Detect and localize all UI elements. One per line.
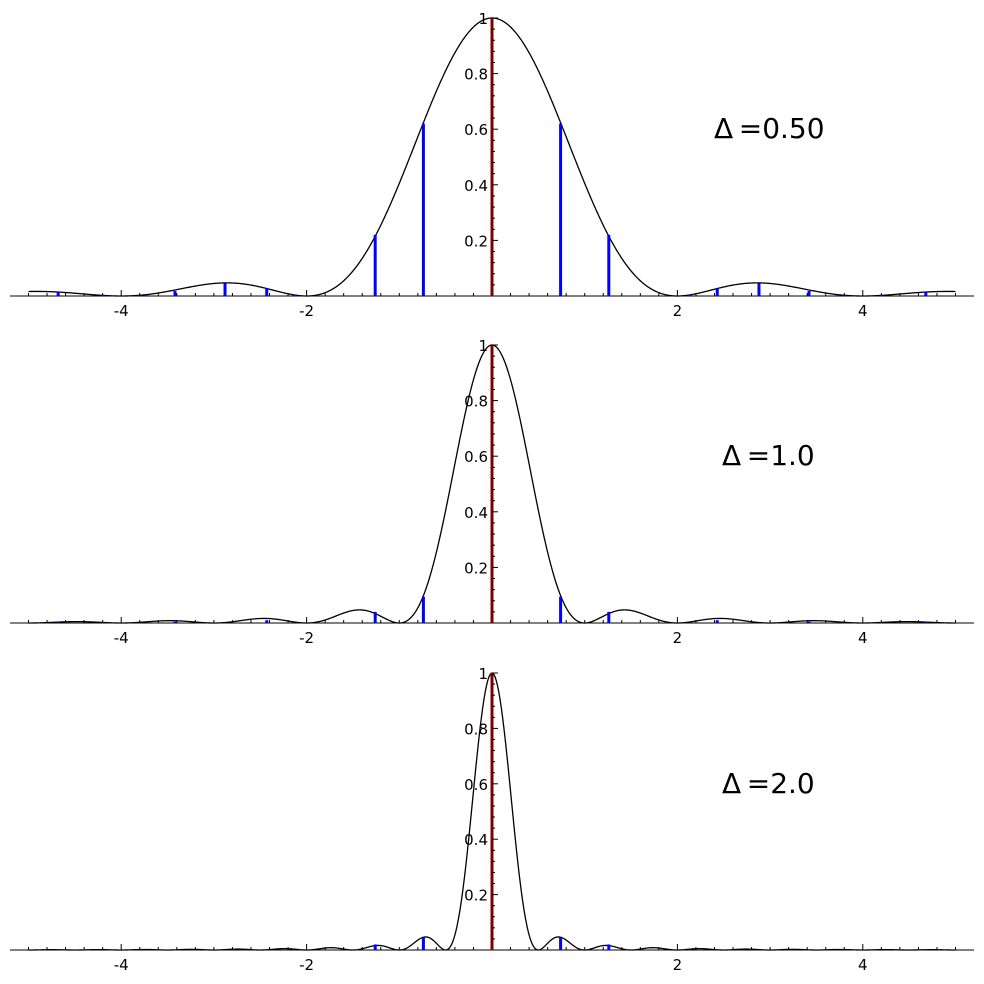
y-tick-label: 0.2 xyxy=(464,232,488,250)
x-tick-label: -2 xyxy=(299,956,314,974)
panel-delta-1-0: Δ =1.0 -4 -2 2 4 0.2 0.4 0.6 0.8 1 xyxy=(10,337,974,647)
y-tick-label: 0.8 xyxy=(464,393,488,411)
y-tick-label: 0.4 xyxy=(464,177,488,195)
y-tick-label: 0.4 xyxy=(464,504,488,522)
y-tick-label: 0.6 xyxy=(464,448,488,466)
x-tick-label: -4 xyxy=(114,302,129,320)
delta-annotation: Δ =1.0 xyxy=(722,439,815,472)
y-tick-label: 0.6 xyxy=(464,121,488,139)
delta-annotation: Δ =2.0 xyxy=(722,767,815,800)
y-tick-label: 1 xyxy=(478,337,488,355)
y-tick-label: 1 xyxy=(478,10,488,28)
delta-annotation: Δ =0.50 xyxy=(714,112,825,145)
x-tick-label: -2 xyxy=(299,302,314,320)
x-tick-label: 4 xyxy=(858,956,868,974)
panel-delta-0-50: Δ =0.50 -4 -2 2 4 0.2 0.4 0.6 0.8 1 xyxy=(10,10,974,320)
x-tick-label: -4 xyxy=(114,629,129,647)
x-tick-label: 4 xyxy=(858,629,868,647)
x-tick-label: -4 xyxy=(114,956,129,974)
y-tick-label: 0.4 xyxy=(464,831,488,849)
y-tick-label: 0.8 xyxy=(464,720,488,738)
y-tick-label: 0.2 xyxy=(464,887,488,905)
y-tick-label: 0.2 xyxy=(464,559,488,577)
x-tick-label: -2 xyxy=(299,629,314,647)
x-tick-label: 2 xyxy=(673,629,683,647)
y-tick-label: 0.8 xyxy=(464,66,488,84)
panel-delta-2-0: Δ =2.0 -4 -2 2 4 0.2 0.4 0.6 0.8 1 xyxy=(10,665,974,974)
x-tick-label: 2 xyxy=(673,302,683,320)
y-tick-label: 0.6 xyxy=(464,776,488,794)
x-tick-label: 2 xyxy=(673,956,683,974)
y-tick-label: 1 xyxy=(478,665,488,683)
x-tick-label: 4 xyxy=(858,302,868,320)
